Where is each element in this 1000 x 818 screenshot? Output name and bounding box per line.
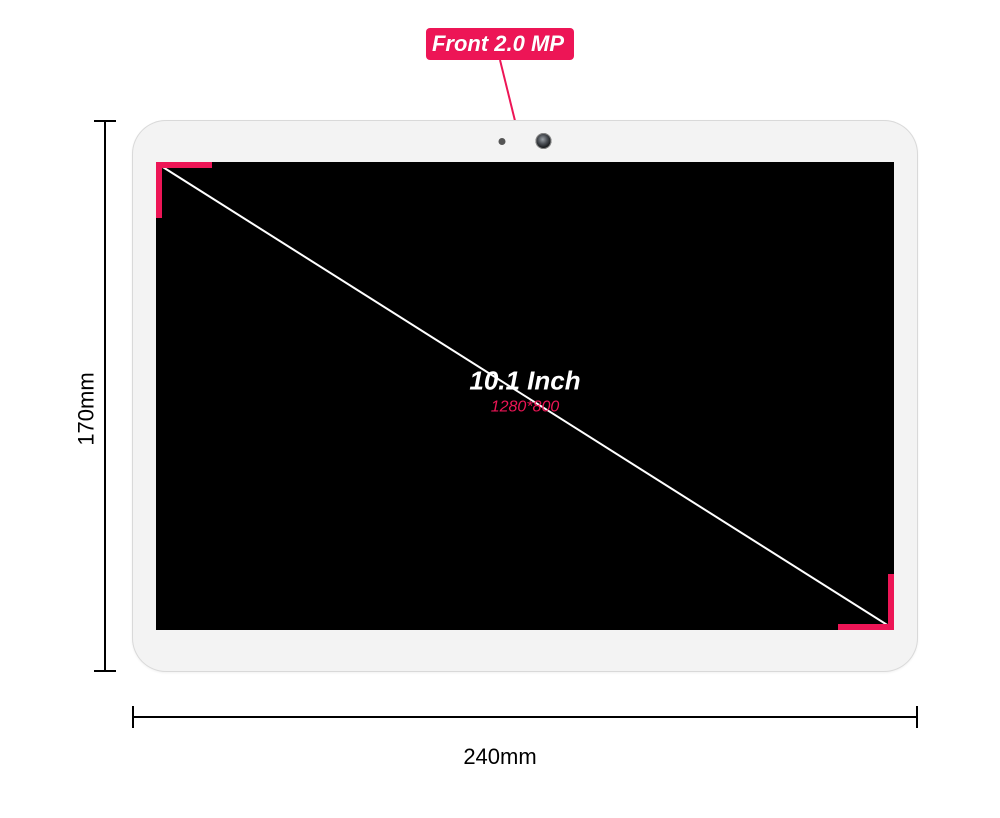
tablet-sensor-cluster bbox=[499, 133, 552, 149]
corner-marker-bottom-right bbox=[838, 574, 891, 627]
width-dimension-bracket bbox=[132, 702, 918, 732]
screen-center-text: 10.1 Inch 1280*800 bbox=[469, 365, 580, 416]
front-camera-icon bbox=[536, 133, 552, 149]
width-dimension-label: 240mm bbox=[463, 744, 536, 770]
screen-resolution-label: 1280*800 bbox=[469, 398, 580, 416]
tablet-body: 10.1 Inch 1280*800 bbox=[132, 120, 918, 672]
screen-diagonal-label: 10.1 Inch bbox=[469, 365, 580, 396]
tablet-screen: 10.1 Inch 1280*800 bbox=[156, 162, 894, 630]
corner-marker-top-left bbox=[159, 165, 212, 218]
height-dimension-label: 170mm bbox=[74, 372, 100, 445]
diagram-stage: Front 2.0 MP 170mm bbox=[0, 0, 1000, 818]
proximity-sensor-icon bbox=[499, 138, 506, 145]
